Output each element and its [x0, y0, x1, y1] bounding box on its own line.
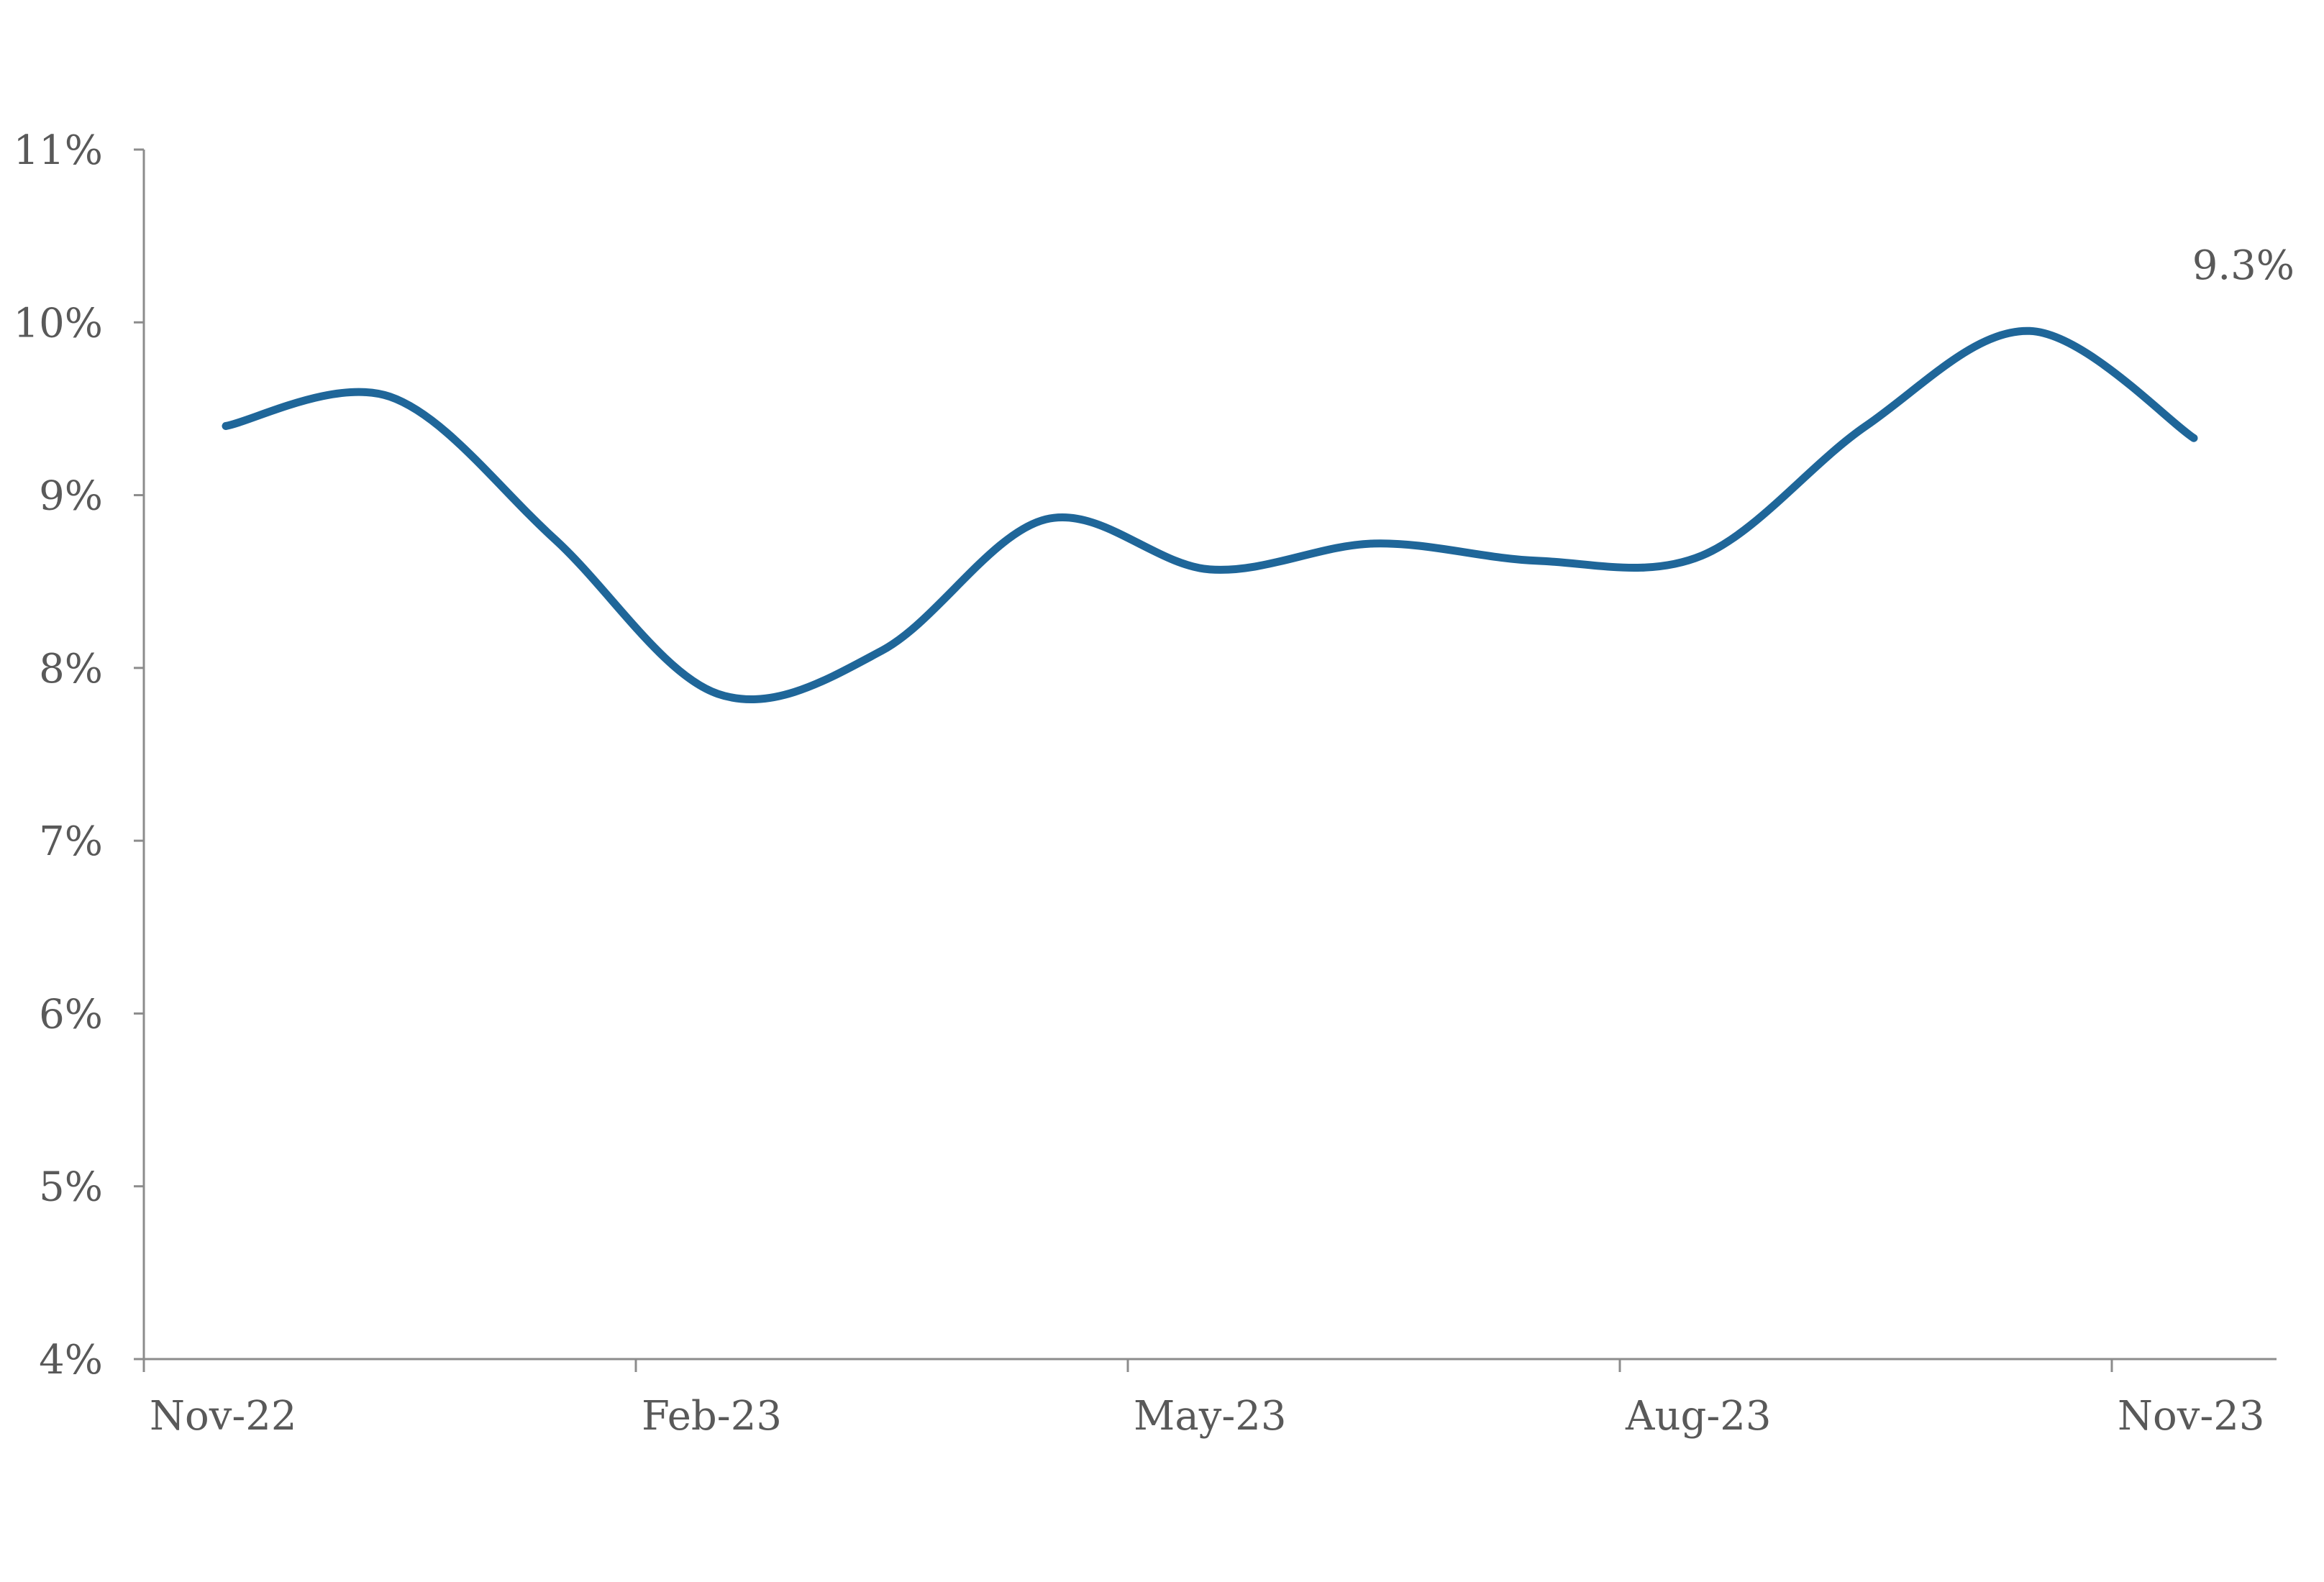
y-tick-label: 9% [39, 473, 103, 520]
y-tick-label: 4% [39, 1337, 103, 1384]
y-axis-ticks: 4% 5% 6% 7% 8% 9% 10% 11% [14, 127, 144, 1384]
y-tick-label: 11% [14, 127, 103, 174]
y-tick-label: 8% [39, 646, 103, 692]
y-tick-label: 6% [39, 991, 103, 1038]
chart-axes [142, 150, 2277, 1361]
series-group [222, 326, 2198, 703]
x-tick-label: May-23 [1134, 1393, 1287, 1440]
y-tick-label: 7% [39, 818, 103, 865]
x-tick-label: Feb-23 [642, 1393, 782, 1440]
x-axis-ticks: Nov-22 Feb-23 May-23 Aug-23 Nov-23 [142, 1359, 2265, 1440]
y-tick-label: 5% [39, 1164, 103, 1211]
series-line [222, 326, 2198, 703]
end-value-label: 9.3% [2192, 242, 2295, 289]
x-tick-label: Aug-23 [1625, 1393, 1772, 1440]
y-tick-label: 10% [14, 300, 103, 347]
x-tick-label: Nov-22 [150, 1393, 297, 1440]
x-tick-label: Nov-23 [2118, 1393, 2265, 1440]
